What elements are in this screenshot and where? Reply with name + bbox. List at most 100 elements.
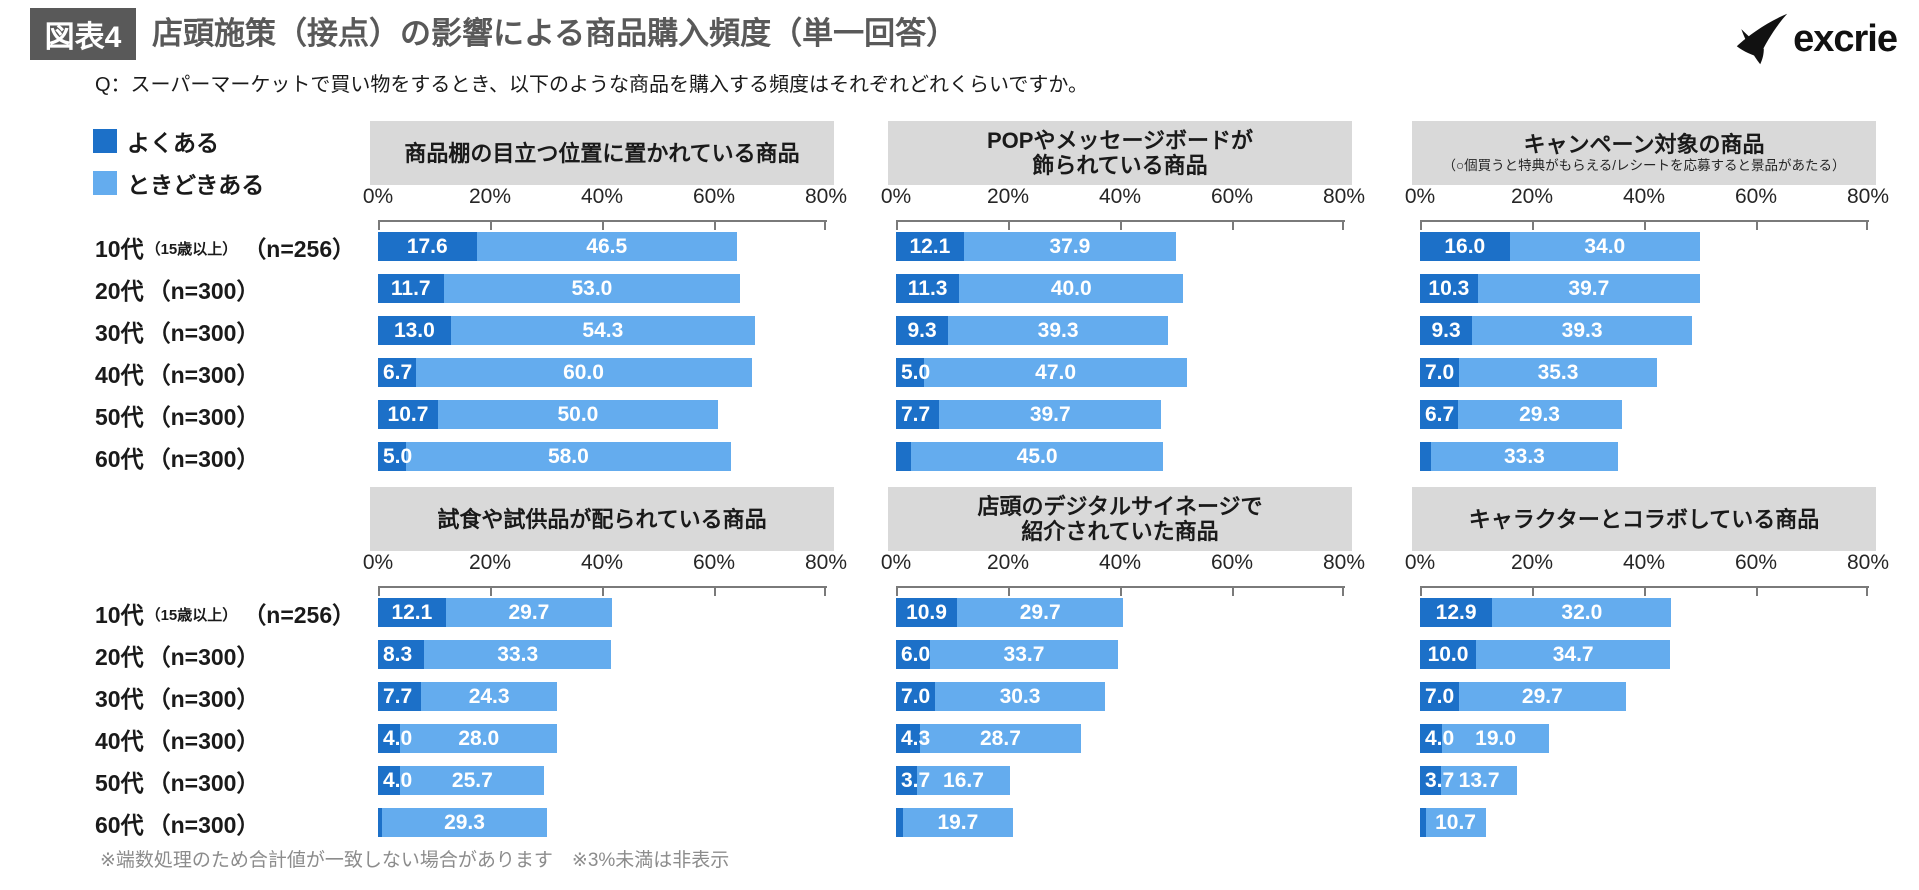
chart-title: 店頭のデジタルサイネージで — [977, 494, 1263, 519]
row-label-age: 50代 — [95, 403, 144, 430]
x-axis-tick — [896, 588, 898, 596]
x-axis-labels: 0% 20% 40% 60% 80% — [348, 551, 856, 575]
legend-label-often: よくある — [127, 130, 219, 156]
bar-segment-often: 3.7 — [896, 766, 930, 795]
row-label-age: 30代 — [95, 685, 144, 712]
bar-segment-sometimes: 16.7 — [916, 766, 1011, 795]
row-label-age-note: （15歳以上） — [145, 607, 238, 624]
chart-title: キャンペーン対象の商品 — [1523, 132, 1765, 157]
bar-segment-often: 5.0 — [378, 442, 412, 471]
bar-segment-often — [1420, 442, 1432, 471]
x-axis-tick — [824, 222, 826, 230]
x-axis-tick — [1342, 588, 1344, 596]
bar-value-sometimes: 29.3 — [444, 811, 485, 834]
x-axis-tick — [714, 588, 716, 596]
bar-value-sometimes: 39.3 — [1561, 319, 1603, 342]
row-label-age: 40代 — [95, 361, 144, 388]
bar-value-often: 4.0 — [383, 769, 413, 792]
bar-row: 11.7 53.0 — [378, 274, 826, 303]
row-label-age: 60代 — [95, 811, 144, 838]
legend-label-sometimes: ときどきある — [127, 172, 265, 198]
legend-item-often: よくある — [93, 124, 264, 158]
x-axis-tick-label: 0% — [362, 551, 394, 574]
bar-value-sometimes: 13.7 — [1458, 769, 1500, 792]
bar-value-sometimes: 10.7 — [1435, 811, 1476, 834]
bar-value-often: 10.3 — [1428, 277, 1470, 300]
x-axis-ruler — [896, 586, 1345, 597]
x-axis-tick-label: 80% — [1322, 185, 1366, 208]
bar-segment-sometimes: 33.3 — [1431, 442, 1618, 471]
bar-value-sometimes: 58.0 — [547, 445, 589, 468]
excrie-logo-icon — [1736, 13, 1788, 65]
bar-segment-sometimes: 34.0 — [1509, 232, 1700, 261]
bar-segment-often: 4.0 — [1420, 724, 1454, 753]
bar-row: 4.3 28.7 — [896, 724, 1344, 753]
x-axis-tick — [602, 588, 604, 596]
bar-row: 16.0 34.0 — [1420, 232, 1868, 261]
bar-value-sometimes: 47.0 — [1035, 361, 1077, 384]
bar-value-often: 9.3 — [907, 319, 937, 342]
x-axis-ruler — [896, 220, 1345, 231]
bar-value-often: 6.7 — [383, 361, 413, 384]
bar-value-sometimes: 29.7 — [1019, 601, 1061, 624]
bar-value-often: 11.3 — [907, 277, 948, 300]
bar-row: 12.9 32.0 — [1420, 598, 1868, 627]
bar-value-often: 7.7 — [901, 403, 931, 426]
bar-row: 19.7 — [896, 808, 1344, 837]
bar-value-sometimes: 29.3 — [1519, 403, 1560, 426]
bar-segment-sometimes: 39.7 — [1477, 274, 1700, 303]
bar-segment-often: 3.7 — [1420, 766, 1454, 795]
bar-row: 7.7 24.3 — [378, 682, 826, 711]
bar-segment-sometimes: 45.0 — [911, 442, 1164, 471]
x-axis-labels: 0% 20% 40% 60% 80% — [1390, 185, 1898, 209]
bar-row: 4.0 25.7 — [378, 766, 826, 795]
bar-row: 9.3 39.3 — [896, 316, 1344, 345]
row-label-n: （n=300） — [147, 319, 260, 346]
bar-row: 3.7 16.7 — [896, 766, 1344, 795]
bar-segment-often: 10.3 — [1420, 274, 1478, 303]
x-axis-tick — [896, 222, 898, 230]
x-axis-ruler — [378, 586, 827, 597]
bar-row: 10.7 50.0 — [378, 400, 826, 429]
chart-title-band: POPやメッセージボードが 飾られている商品 — [888, 121, 1352, 185]
row-label-age: 20代 — [95, 643, 144, 670]
bar-segment-sometimes: 39.7 — [939, 400, 1162, 429]
bar-row: 4.0 28.0 — [378, 724, 826, 753]
bar-segment-sometimes: 28.7 — [920, 724, 1081, 753]
row-label: 30代 （n=300） — [95, 316, 260, 346]
bar-row: 7.0 30.3 — [896, 682, 1344, 711]
bar-segment-sometimes: 19.0 — [1442, 724, 1549, 753]
bar-value-often: 10.0 — [1427, 643, 1469, 666]
x-axis-tick — [1008, 588, 1010, 596]
row-label: 40代 （n=300） — [95, 358, 259, 388]
legend-swatch-often — [93, 129, 117, 153]
legend-swatch-sometimes — [93, 171, 117, 195]
bar-value-sometimes: 39.3 — [1037, 319, 1079, 342]
row-label-n: （n=300） — [147, 769, 260, 796]
bar-segment-sometimes: 28.0 — [400, 724, 558, 753]
x-axis-ruler — [1420, 586, 1869, 597]
bar-segment-often: 13.0 — [378, 316, 451, 345]
bar-row: 12.1 37.9 — [896, 232, 1344, 261]
footnote-text: ※端数処理のため合計値が一致しない場合があります ※3%未満は非表示 — [100, 850, 730, 871]
bar-value-sometimes: 28.7 — [980, 727, 1021, 750]
row-label: 10代 （15歳以上） （n=256） — [95, 598, 355, 628]
bar-value-often: 3.7 — [901, 769, 931, 792]
bar-value-often: 7.0 — [1425, 685, 1455, 708]
bar-value-sometimes: 40.0 — [1050, 277, 1092, 300]
x-axis-tick-label: 40% — [1622, 551, 1666, 574]
x-axis-tick — [378, 588, 380, 596]
row-label-n: （n=256） — [243, 235, 356, 262]
bar-segment-sometimes: 39.3 — [1472, 316, 1693, 345]
bar-segment-sometimes: 54.3 — [450, 316, 755, 345]
bar-value-often: 6.0 — [901, 643, 931, 666]
bar-row: 7.7 39.7 — [896, 400, 1344, 429]
row-label-age: 50代 — [95, 769, 144, 796]
bar-segment-often: 17.6 — [378, 232, 477, 261]
bar-segment-often: 10.0 — [1420, 640, 1476, 669]
bar-segment-sometimes: 40.0 — [959, 274, 1184, 303]
x-axis-tick — [1644, 588, 1646, 596]
bar-value-sometimes: 60.0 — [563, 361, 604, 384]
bar-segment-often: 4.0 — [378, 766, 412, 795]
